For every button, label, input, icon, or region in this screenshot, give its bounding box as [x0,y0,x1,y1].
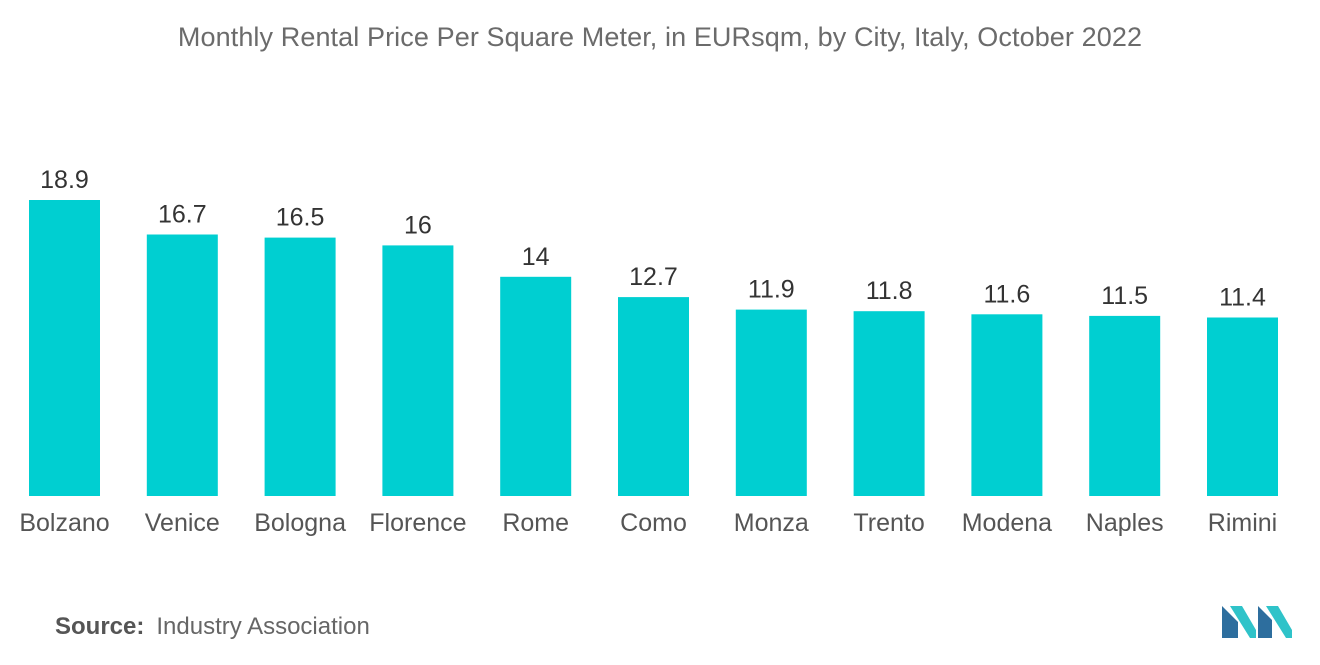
value-label-venice: 16.7 [158,201,207,229]
value-label-monza: 11.9 [748,276,795,304]
bar-trento [853,311,925,496]
value-label-como: 12.7 [629,263,678,291]
logo-shape-mid-left [1230,606,1256,638]
value-label-bologna: 16.5 [276,204,325,232]
bar-naples [1089,315,1161,496]
x-tick-label-rimini: Rimini [1208,509,1277,537]
value-label-bolzano: 18.9 [40,166,89,194]
x-tick-label-bologna: Bologna [254,509,346,537]
logo-shape-left [1222,606,1238,638]
bar-modena [971,314,1043,496]
x-tick-label-venice: Venice [145,509,220,537]
source-note: Source: Industry Association [55,613,370,641]
value-label-naples: 11.5 [1101,282,1148,310]
chart-title: Monthly Rental Price Per Square Meter, i… [177,22,1143,52]
bar-rimini [1207,317,1278,496]
bar-monza [735,309,807,496]
x-tick-label-florence: Florence [369,509,466,537]
bar-chart: 18.9 16.7 16.5 16 14 12.7 11.9 11.8 11.6 11.5 11.4… [19,166,1278,537]
bars-layer [29,200,1278,496]
bar-bologna [264,237,336,496]
bar-venice [146,234,218,496]
value-label-rome: 14 [522,243,550,271]
bar-florence [382,245,454,496]
logo-shape-right [1266,606,1292,638]
bar-como [618,297,689,496]
value-label-modena: 11.6 [983,280,1030,308]
x-tick-label-rome: Rome [502,509,569,537]
logo-shape-mid-right [1258,606,1272,638]
bar-rome [500,276,572,496]
x-tick-label-trento: Trento [853,509,924,537]
tick-labels-layer: Bolzano Venice Bologna Florence Rome Como Monz… [19,509,1277,537]
value-label-florence: 16 [404,211,432,239]
value-labels-layer: 18.9 16.7 16.5 16 14 12.7 11.9 11.8 11.6 11.5 11.4 [40,166,1266,312]
source-label: Source: [55,613,145,640]
value-label-trento: 11.8 [866,277,913,305]
mordor-intelligence-logo [1222,606,1292,638]
x-tick-label-bolzano: Bolzano [19,509,109,537]
x-tick-label-naples: Naples [1086,509,1164,537]
x-tick-label-monza: Monza [734,509,809,537]
value-label-rimini: 11.4 [1219,284,1266,312]
source-text: Industry Association [156,613,370,640]
bar-bolzano [29,200,100,496]
x-tick-label-como: Como [620,509,687,537]
x-tick-label-modena: Modena [962,509,1052,537]
